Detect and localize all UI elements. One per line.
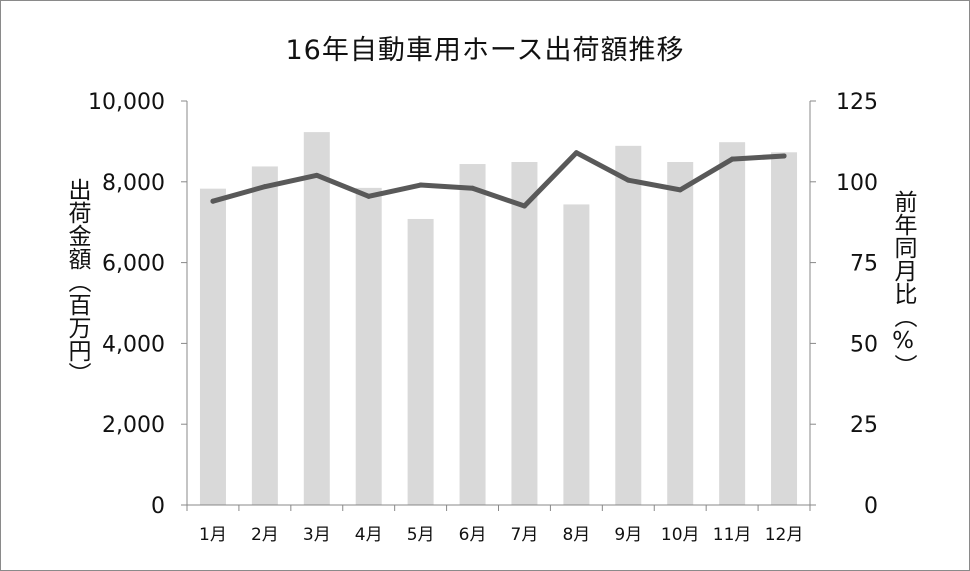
x-tick-label: 5月 xyxy=(407,525,435,545)
bar xyxy=(459,164,486,506)
bar xyxy=(719,142,746,505)
y-tick-label-left: 0 xyxy=(151,494,165,519)
bar xyxy=(251,166,278,505)
bar xyxy=(199,188,226,505)
bar xyxy=(511,162,538,505)
y-tick-label-left: 4,000 xyxy=(102,332,165,357)
bar xyxy=(667,162,694,505)
x-tick-label: 3月 xyxy=(303,525,331,545)
yoy-point xyxy=(314,172,320,178)
y-axis-label-right: 前年同月比（%） xyxy=(890,190,916,377)
y-tick-label-right: 125 xyxy=(836,90,878,115)
y-tick-label-right: 75 xyxy=(850,252,878,277)
bar xyxy=(355,187,382,506)
y-tick-label-right: 0 xyxy=(864,494,878,519)
x-tick-label: 12月 xyxy=(765,525,804,545)
yoy-point xyxy=(418,182,424,188)
y-tick-label-right: 100 xyxy=(836,171,878,196)
yoy-point xyxy=(470,185,476,191)
yoy-point xyxy=(677,187,683,193)
yoy-point xyxy=(262,184,268,190)
x-tick-label: 10月 xyxy=(661,525,700,545)
bar xyxy=(615,145,642,505)
bar xyxy=(407,218,434,505)
y-tick-label-left: 2,000 xyxy=(102,413,165,438)
yoy-point xyxy=(210,198,216,204)
x-tick-label: 7月 xyxy=(511,525,539,545)
yoy-point xyxy=(625,177,631,183)
yoy-point xyxy=(366,193,372,199)
yoy-line xyxy=(210,150,787,209)
y-tick-label-left: 8,000 xyxy=(102,171,165,196)
y-tick-label-left: 6,000 xyxy=(102,252,165,277)
y-tick-label-left: 10,000 xyxy=(88,90,165,115)
x-tick-label: 2月 xyxy=(251,525,279,545)
y-tick-label-right: 25 xyxy=(850,413,878,438)
yoy-point xyxy=(781,153,787,159)
bar xyxy=(303,132,330,505)
x-tick-label: 8月 xyxy=(562,525,590,545)
yoy-point xyxy=(573,150,579,156)
yoy-point xyxy=(729,156,735,162)
y-tick-label-right: 50 xyxy=(850,332,878,357)
x-tick-label: 9月 xyxy=(614,525,642,545)
x-tick-label: 1月 xyxy=(199,525,227,545)
x-tick-label: 11月 xyxy=(713,525,752,545)
x-tick-label: 4月 xyxy=(355,525,383,545)
x-tick-label: 6月 xyxy=(459,525,487,545)
yoy-point xyxy=(521,203,527,209)
bar xyxy=(563,204,590,505)
y-axis-label-left: 出荷金額（百万円） xyxy=(64,178,90,385)
bar xyxy=(771,152,798,506)
chart-title: 16年自動車用ホース出荷額推移 xyxy=(285,35,685,66)
